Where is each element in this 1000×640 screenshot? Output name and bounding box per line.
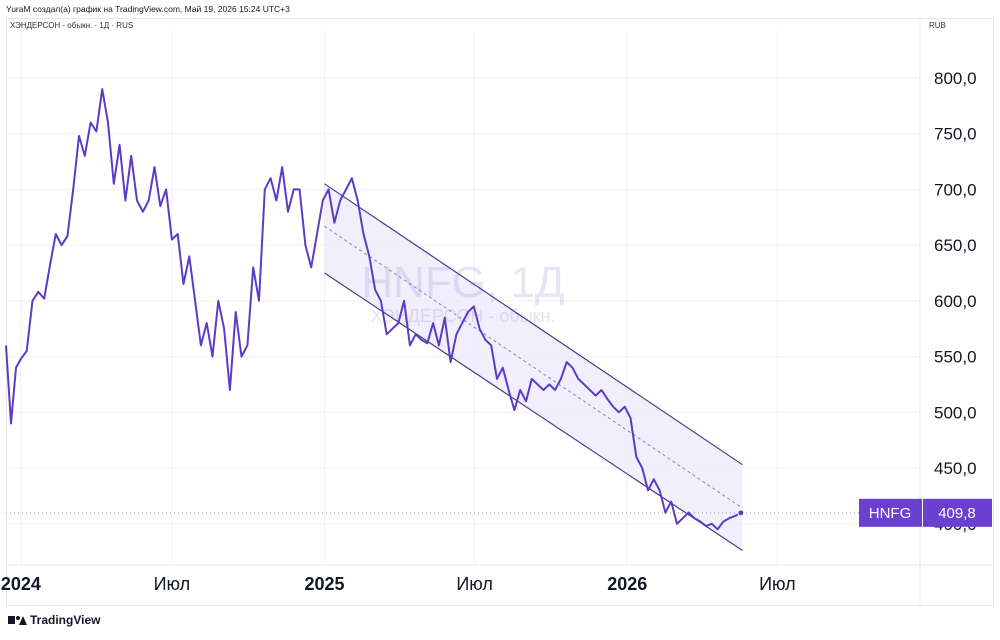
y-tick-label: 600,0 bbox=[934, 292, 977, 311]
attribution-text: YuraM создал(а) график на TradingView.co… bbox=[6, 4, 290, 14]
watermark-subtitle: ХЭНДЕРСОН - обыкн. bbox=[370, 306, 555, 326]
y-tick-label: 500,0 bbox=[934, 403, 977, 422]
x-tick-label: Июл bbox=[759, 574, 796, 594]
x-axis: 2024 Июл 2025 Июл 2026 Июл bbox=[1, 574, 796, 594]
price-tag-value-bg bbox=[923, 498, 992, 527]
y-tick-label: 700,0 bbox=[934, 180, 977, 199]
last-point bbox=[737, 509, 745, 517]
tradingview-logo-text: TradingView bbox=[30, 613, 101, 627]
grid bbox=[6, 18, 994, 606]
x-tick-label: 2026 bbox=[607, 574, 647, 594]
price-tag-ticker: HNFG bbox=[869, 505, 912, 522]
tradingview-logo-icon bbox=[8, 614, 27, 626]
series-line-hnfg[interactable] bbox=[5, 88, 742, 531]
x-tick-label: Июл bbox=[456, 574, 493, 594]
watermark-title: HNFG, 1Д bbox=[361, 258, 564, 307]
tradingview-logo[interactable]: TradingView bbox=[8, 613, 100, 627]
y-tick-label: 650,0 bbox=[934, 236, 977, 255]
y-tick-label: 750,0 bbox=[934, 125, 977, 144]
chart-frame bbox=[6, 18, 994, 606]
x-tick-label: 2024 bbox=[1, 574, 41, 594]
y-tick-label: 800,0 bbox=[934, 69, 977, 88]
price-tag-value: 409,8 bbox=[938, 505, 976, 522]
x-tick-label: 2025 bbox=[304, 574, 344, 594]
y-tick-label: 450,0 bbox=[934, 459, 977, 478]
price-tag-ticker-bg bbox=[859, 498, 922, 527]
y-tick-label: 550,0 bbox=[934, 348, 977, 367]
x-tick-label: Июл bbox=[154, 574, 191, 594]
instrument-line: ХЭНДЕРСОН - обыкн. · 1Д · RUS bbox=[10, 21, 134, 30]
regression-channel-middle bbox=[324, 225, 743, 509]
watermark: HNFG, 1Д ХЭНДЕРСОН - обыкн. bbox=[361, 258, 564, 326]
price-tag: HNFG 409,8 bbox=[859, 498, 992, 527]
regression-channel-upper[interactable] bbox=[324, 183, 743, 466]
y-axis: 400,0450,0500,0550,0600,0650,0700,0750,0… bbox=[934, 69, 977, 534]
currency-label: RUB bbox=[929, 21, 946, 30]
